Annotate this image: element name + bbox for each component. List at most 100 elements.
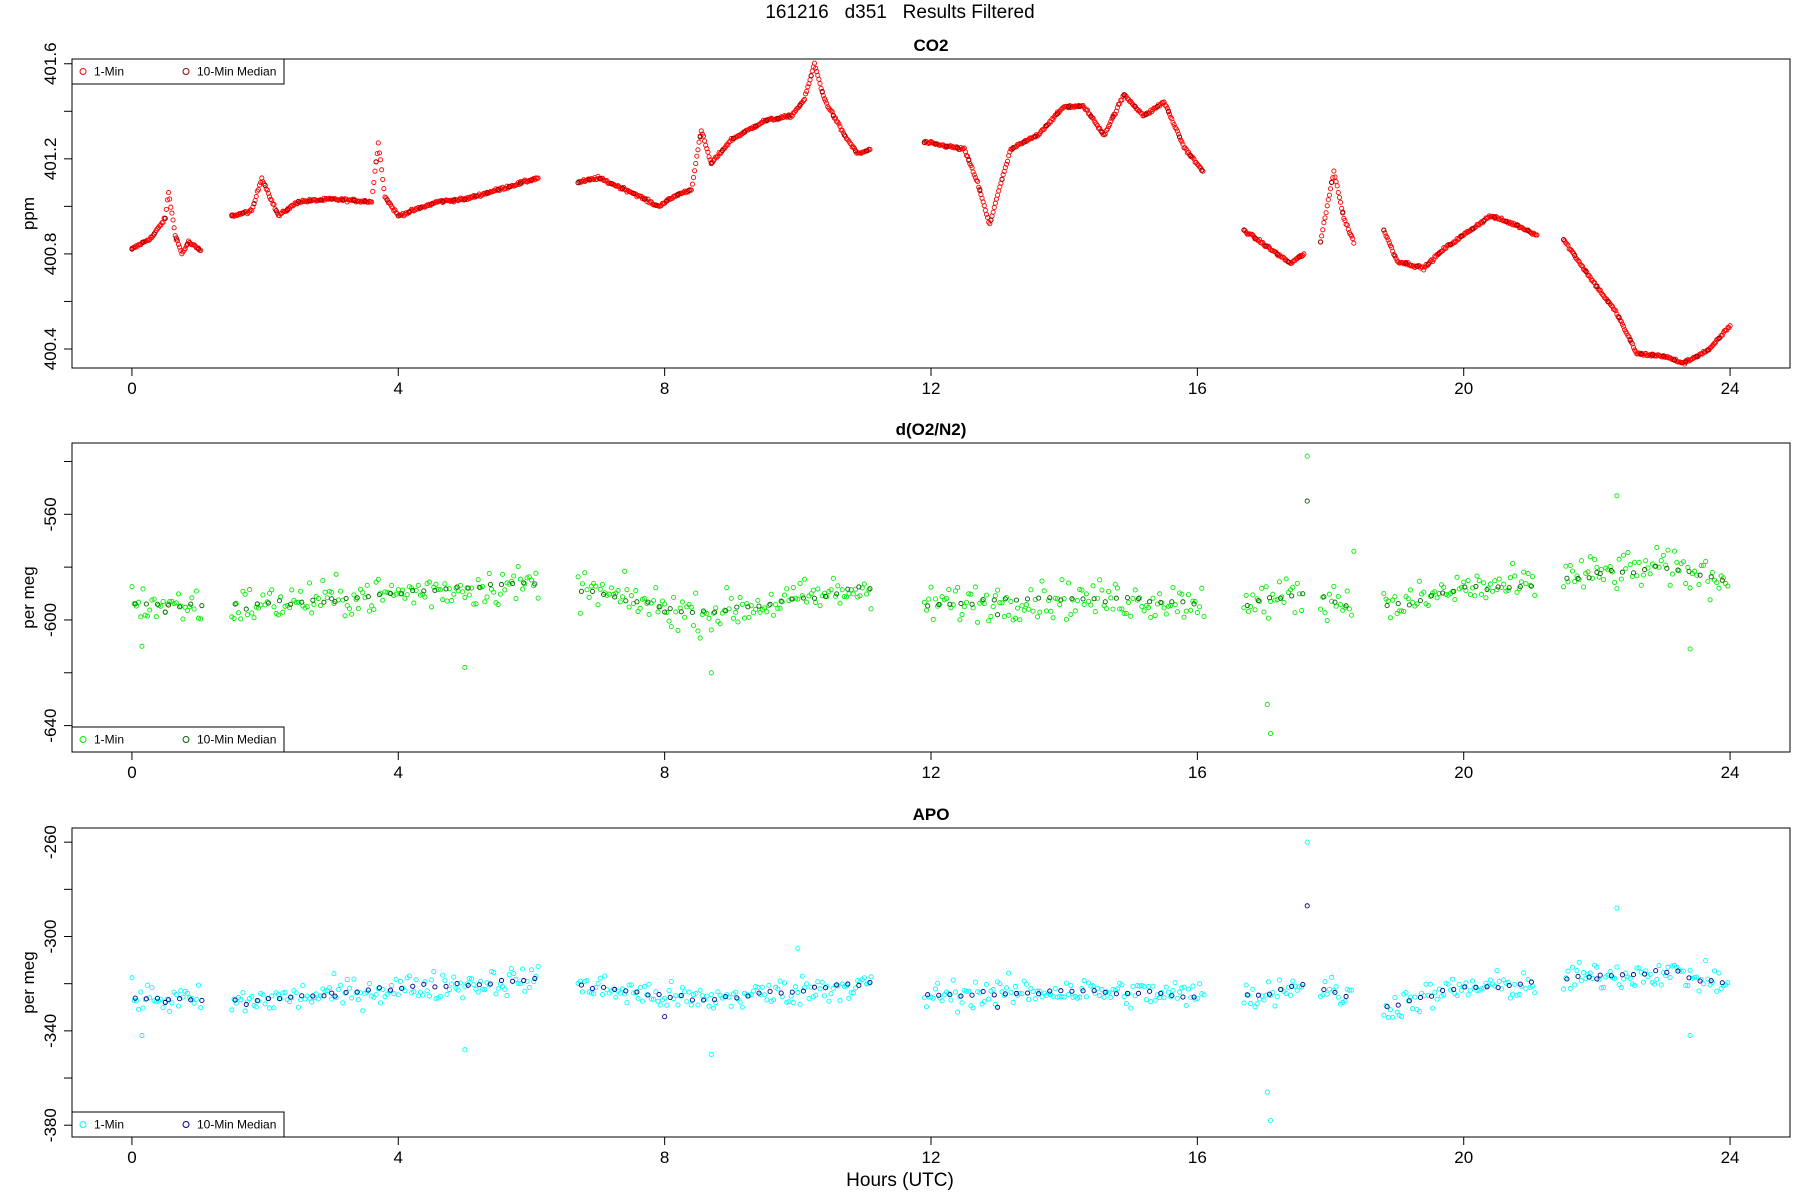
data-point [1561,986,1567,992]
median-point [852,148,859,154]
data-point [1529,574,1536,580]
median-point [1683,359,1689,365]
data-point [195,615,202,621]
data-point [866,587,872,593]
data-point [1654,976,1660,982]
data-point [1496,576,1502,582]
data-point [1335,190,1341,196]
data-point [839,587,845,593]
data-point [717,621,723,627]
outlier-point [139,1033,145,1039]
median-point [947,992,953,998]
x-tick-label: 4 [394,379,403,398]
data-point [151,596,157,602]
data-point [847,140,853,146]
median-point [1458,233,1465,240]
y-tick-label: 400.4 [41,328,60,371]
data-point [1643,968,1649,974]
data-point [1088,602,1094,608]
legend-marker-1min [79,68,87,75]
data-point [1634,965,1640,971]
median-point [143,996,149,1002]
data-point [535,175,541,181]
data-point [195,982,202,988]
data-point [1039,578,1045,584]
data-point [384,589,390,596]
data-point [575,574,581,580]
data-point [1079,985,1085,991]
median-point [667,994,673,1000]
data-point [1097,577,1103,583]
data-point [837,998,843,1004]
data-point [1454,236,1460,242]
median-point [1719,980,1725,986]
data-point [1026,996,1032,1002]
median-point [1664,565,1670,571]
median-point [443,586,449,592]
data-point [695,628,701,634]
data-point [351,976,357,982]
median-point [376,592,382,598]
x-tick-label: 12 [922,1148,941,1167]
data-point [493,991,499,997]
data-point [286,206,293,212]
data-point [846,591,852,597]
median-point [276,996,283,1002]
data-point [1172,602,1178,608]
median-point [834,591,840,597]
data-point [457,980,463,986]
median-point [712,609,718,615]
data-point [528,967,535,973]
median-point [1304,903,1310,909]
data-point [1512,981,1518,988]
data-point [1175,131,1182,137]
median-point [1244,992,1250,998]
data-point [382,589,388,595]
x-tick-label: 16 [1188,379,1207,398]
data-point [1683,982,1689,989]
data-point [655,609,661,615]
median-point [1719,577,1725,583]
data-point [1248,604,1254,610]
data-point [471,982,477,988]
data-point [1326,591,1332,597]
y-tick-label: -600 [41,603,60,637]
data-point [329,996,335,1002]
data-point [468,976,475,982]
median-point [697,134,703,140]
data-point [1498,986,1504,992]
data-point [1528,230,1534,236]
data-point [972,979,978,985]
data-point [1003,985,1010,991]
data-point [1616,556,1622,562]
median-point [1032,133,1038,139]
data-point [138,989,144,995]
data-point [175,241,182,248]
data-point [1128,613,1134,619]
data-point [238,616,244,622]
data-point [1028,986,1034,992]
data-point [231,615,237,622]
median-point [958,993,964,999]
data-point [1145,983,1152,990]
median-point [1135,990,1142,996]
median-point [354,989,360,995]
data-point [1002,165,1008,171]
data-point [395,992,401,998]
median-point [1047,595,1053,601]
data-point [968,591,974,597]
median-point [243,1001,249,1007]
data-point [349,995,355,1001]
median-point [1132,103,1138,110]
data-point [286,999,293,1005]
data-point [429,604,435,610]
median-point [195,246,202,252]
median-point [1406,602,1412,608]
data-point [520,586,526,592]
data-point [1627,562,1633,568]
data-point [744,601,750,607]
data-point [244,999,250,1005]
data-point [1008,598,1014,605]
data-point [231,996,237,1002]
